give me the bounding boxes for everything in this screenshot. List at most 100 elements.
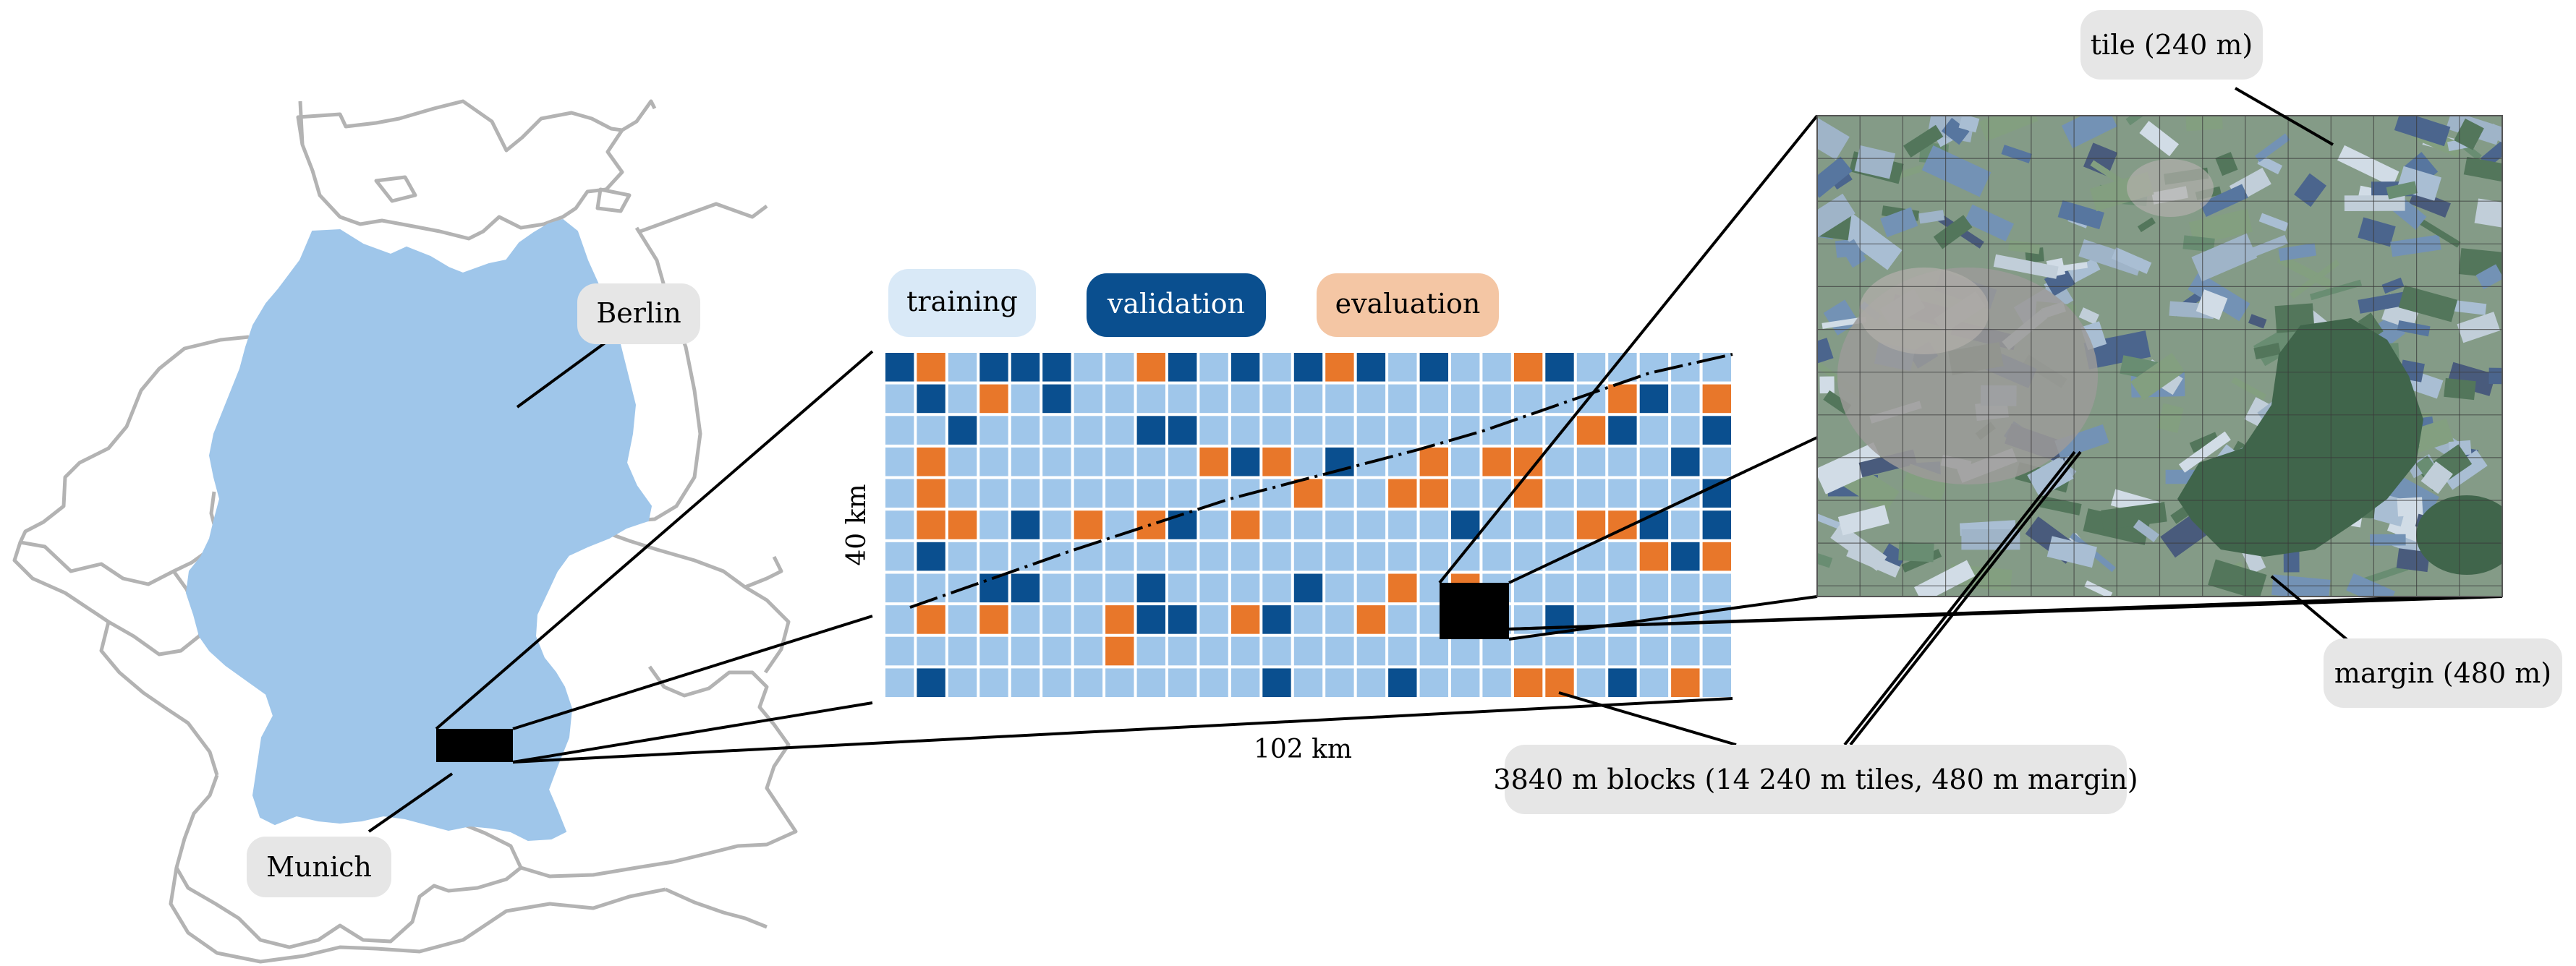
italy-border [169, 867, 666, 964]
field-patch [2444, 377, 2476, 401]
training-block [1293, 542, 1323, 571]
validation-block [1011, 510, 1040, 539]
field-patch [2397, 320, 2431, 337]
training-block [1011, 668, 1040, 697]
field-patch [2463, 156, 2502, 183]
training-block [885, 384, 914, 414]
evaluation-block [979, 384, 1008, 414]
validation-block [1608, 668, 1637, 697]
evaluation-block [1639, 542, 1669, 571]
belgium-lux-border [12, 542, 212, 657]
training-block [1388, 416, 1417, 445]
training-block [1105, 479, 1134, 508]
blocks-callout: 3840 m blocks (14 240 m tiles, 480 m mar… [1493, 745, 2138, 814]
training-block [1011, 384, 1040, 414]
field-patch [1933, 215, 1973, 249]
training-block [1576, 353, 1606, 382]
training-block [1042, 416, 1071, 445]
validation-block [1262, 668, 1291, 697]
training-block [1262, 510, 1291, 539]
training-block [1136, 636, 1165, 666]
training-block [1671, 510, 1700, 539]
training-block [885, 416, 914, 445]
training-block [1356, 636, 1386, 666]
training-block [1513, 636, 1543, 666]
training-block [885, 605, 914, 634]
training-block [1168, 384, 1197, 414]
training-block [1482, 353, 1511, 382]
training-block [1074, 605, 1103, 634]
training-block [1105, 447, 1134, 476]
evaluation-block [979, 605, 1008, 634]
training-block [885, 573, 914, 603]
selected-block-marker [1440, 583, 1509, 639]
training-block [1388, 353, 1417, 382]
training-block [1074, 636, 1103, 666]
training-block [1545, 510, 1574, 539]
validation-block [1388, 668, 1417, 697]
training-block [1576, 542, 1606, 571]
training-block [1042, 605, 1071, 634]
evaluation-block [1230, 605, 1260, 634]
poland-border [634, 226, 702, 523]
field-patch [1819, 376, 1835, 394]
training-block [1011, 636, 1040, 666]
training-block [1230, 573, 1260, 603]
training-block [979, 510, 1008, 539]
training-block [948, 447, 977, 476]
training-block [1042, 636, 1071, 666]
training-block [1451, 668, 1480, 697]
training-block [1074, 668, 1103, 697]
field-patch [2101, 502, 2167, 531]
validation-block [1545, 353, 1574, 382]
legend-evaluation: evaluation [1317, 273, 1499, 337]
field-patch [2309, 279, 2363, 301]
evaluation-block [1325, 353, 1354, 382]
evaluation-block [1262, 447, 1291, 476]
training-block [917, 573, 945, 603]
training-block [1356, 479, 1386, 508]
field-patch [1817, 503, 1847, 531]
training-block [1136, 447, 1165, 476]
training-block [1168, 479, 1197, 508]
training-block [1325, 636, 1354, 666]
field-patch [2277, 254, 2334, 289]
field-patch [2290, 259, 2340, 299]
training-block [917, 416, 945, 445]
field-patch [2283, 547, 2300, 573]
training-block [1199, 636, 1228, 666]
field-patch [2208, 559, 2267, 597]
training-block [1576, 668, 1606, 697]
training-block [1074, 573, 1103, 603]
training-block [1136, 384, 1165, 414]
training-block [1576, 479, 1606, 508]
field-patch [2061, 116, 2117, 149]
training-block [1608, 479, 1637, 508]
satellite-frame [1816, 115, 2503, 597]
height-label: 40 km [842, 484, 872, 565]
training-block [1639, 668, 1669, 697]
field-patch [2178, 431, 2231, 473]
training-block [1419, 636, 1448, 666]
training-block [948, 636, 977, 666]
training-block [1639, 636, 1669, 666]
evaluation-block [1230, 510, 1260, 539]
field-patch [2358, 312, 2384, 340]
training-block [1042, 668, 1071, 697]
austria-border [520, 665, 798, 879]
field-patch [2046, 536, 2097, 568]
training-block [1293, 605, 1323, 634]
training-block [948, 605, 977, 634]
training-block [1325, 416, 1354, 445]
island-1 [595, 187, 632, 213]
berlin-text: Berlin [596, 297, 681, 329]
field-patch [2078, 239, 2143, 276]
switzerland-border [174, 774, 523, 949]
training-block [979, 636, 1008, 666]
field-patch [2258, 213, 2289, 231]
training-block [979, 447, 1008, 476]
validation-block [1671, 542, 1700, 571]
training-block [1230, 384, 1260, 414]
validation-block [1702, 510, 1731, 539]
training-block [1639, 479, 1669, 508]
